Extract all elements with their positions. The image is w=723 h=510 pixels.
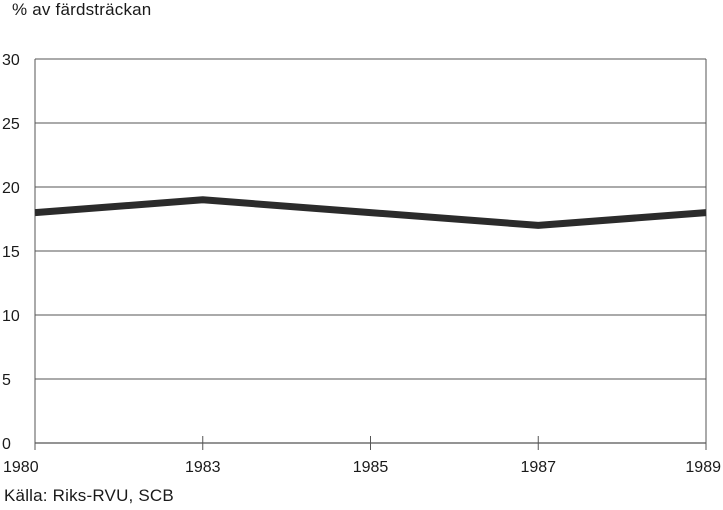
y-tick-label-15: 15	[2, 244, 20, 261]
x-tick-label-1983: 1983	[185, 459, 221, 476]
axes	[34, 59, 707, 450]
y-tick-label-0: 0	[2, 436, 11, 453]
x-tick-label-1980: 1980	[3, 459, 39, 476]
series-lines	[34, 196, 707, 229]
y-tick-label-10: 10	[2, 308, 20, 325]
x-tick-label-1985: 1985	[353, 459, 389, 476]
y-tick-label-25: 25	[2, 116, 20, 133]
y-tick-labels: 0 5 10 15 20 25 30	[2, 52, 20, 453]
y-axis-unit-label: % av färdsträckan	[12, 0, 152, 19]
x-tick-label-1987: 1987	[520, 459, 556, 476]
x-tick-labels: 1980 1983 1985 1987 1989	[3, 459, 721, 476]
y-tick-label-5: 5	[2, 372, 11, 389]
y-tick-label-20: 20	[2, 180, 20, 197]
y-tick-label-30: 30	[2, 52, 20, 69]
x-tick-label-1989: 1989	[685, 459, 721, 476]
source-note: Källa: Riks-RVU, SCB	[4, 486, 174, 505]
gridlines	[35, 58, 706, 380]
